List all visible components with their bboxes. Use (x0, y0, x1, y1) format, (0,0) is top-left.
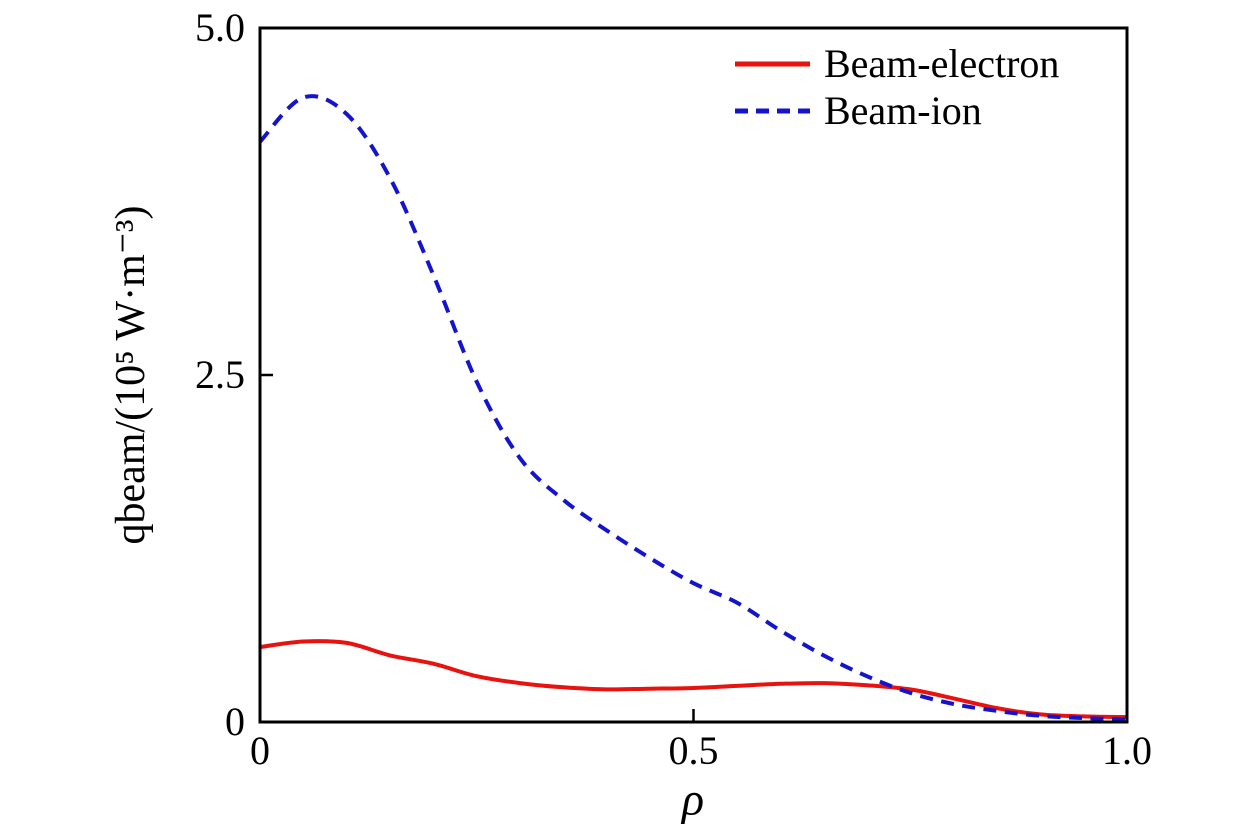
y-tick-label-0: 0 (225, 699, 245, 744)
legend-label-beam-electron: Beam-electron (824, 40, 1060, 86)
y-axis-label: qbeam/(10⁵ W·m⁻³) (108, 205, 154, 545)
y-tick-label-2_5: 2.5 (195, 352, 245, 397)
beam-ion-curve (258, 94, 1128, 722)
beam-electron-line-sample-icon (735, 61, 810, 66)
beam-ion-line-sample-icon (735, 108, 810, 113)
axes-layer (258, 26, 1129, 724)
legend: Beam-electron Beam-ion (735, 40, 1059, 134)
x-tick-label-0_5: 0.5 (668, 728, 719, 773)
legend-label-beam-ion: Beam-ion (824, 87, 982, 133)
x-tick-label-1_0: 1.0 (1102, 728, 1152, 773)
x-axis-label: ρ (681, 773, 705, 825)
legend-item-beam-ion: Beam-ion (735, 87, 1059, 134)
x-tick-label-0: 0 (250, 728, 270, 773)
y-tick-label-5_0: 5.0 (195, 5, 245, 50)
curves-layer (258, 94, 1128, 722)
legend-item-beam-electron: Beam-electron (735, 40, 1059, 87)
beam-electron-curve (259, 639, 1128, 720)
